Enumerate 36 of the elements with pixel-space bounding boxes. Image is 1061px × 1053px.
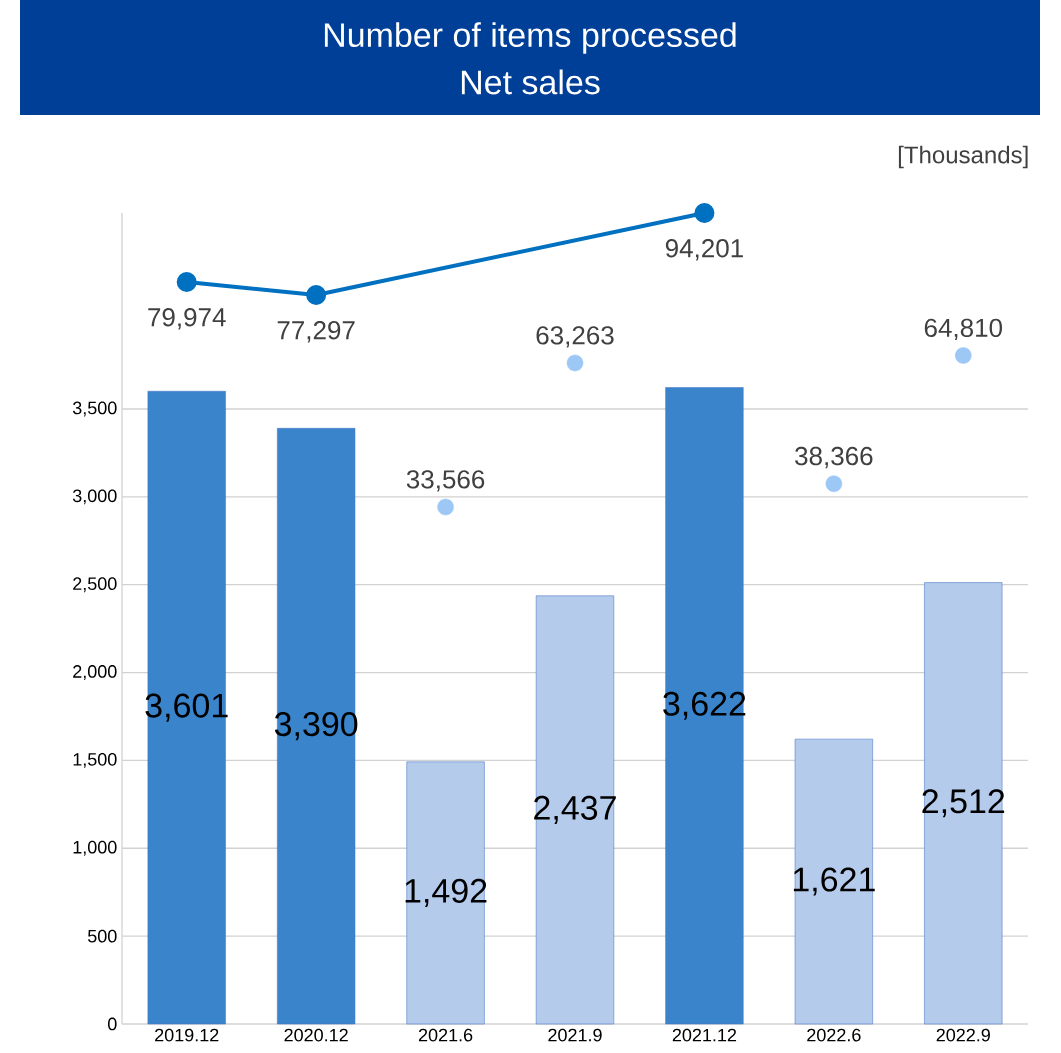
x-tick-label: 2021.9 — [548, 1028, 602, 1042]
text: [Thousands] — [898, 145, 1028, 169]
bar — [147, 390, 226, 1025]
data-label: 2,512 — [922, 789, 1005, 818]
bar — [794, 738, 873, 1025]
data-label: 94,201 — [665, 239, 743, 261]
data-label: 77,297 — [277, 321, 355, 343]
x-tick-label: 2021.6 — [418, 1028, 473, 1042]
x-tick-label: 2022.6 — [807, 1028, 861, 1042]
bar — [277, 428, 356, 1025]
x-tick-label: 2022.9 — [936, 1028, 990, 1042]
data-label: 79,974 — [148, 308, 226, 330]
y-tick-label: 2,500 — [73, 577, 117, 593]
bar — [665, 387, 744, 1025]
data-label: 1,492 — [405, 878, 487, 907]
x-tick-label: 2021.12 — [672, 1028, 737, 1042]
bar — [406, 761, 485, 1025]
bar — [924, 582, 1003, 1025]
y-tick-label: 3,500 — [72, 401, 117, 417]
chart-title: Number of items processed — [324, 22, 736, 54]
y-tick-label: 500 — [87, 929, 117, 943]
bar — [535, 595, 615, 1025]
y-tick-label: 1,500 — [73, 752, 117, 768]
data-label: 1,621 — [793, 867, 875, 896]
data-label: 33,566 — [406, 470, 485, 492]
data-label: 38,366 — [795, 446, 873, 469]
y-tick-label: 2,000 — [73, 665, 117, 680]
x-tick-label: 2020.12 — [284, 1028, 348, 1042]
y-tick-label: 1,000 — [73, 840, 117, 856]
data-label: 63,263 — [536, 326, 614, 348]
y-tick-label: 3,000 — [72, 489, 117, 505]
data-label: 2,437 — [534, 795, 616, 824]
chart-subtitle: Net sales — [461, 69, 600, 95]
data-label: 64,810 — [924, 318, 1003, 341]
x-tick-label: 2019.12 — [155, 1028, 219, 1042]
y-tick-label: 0 — [108, 1017, 117, 1031]
